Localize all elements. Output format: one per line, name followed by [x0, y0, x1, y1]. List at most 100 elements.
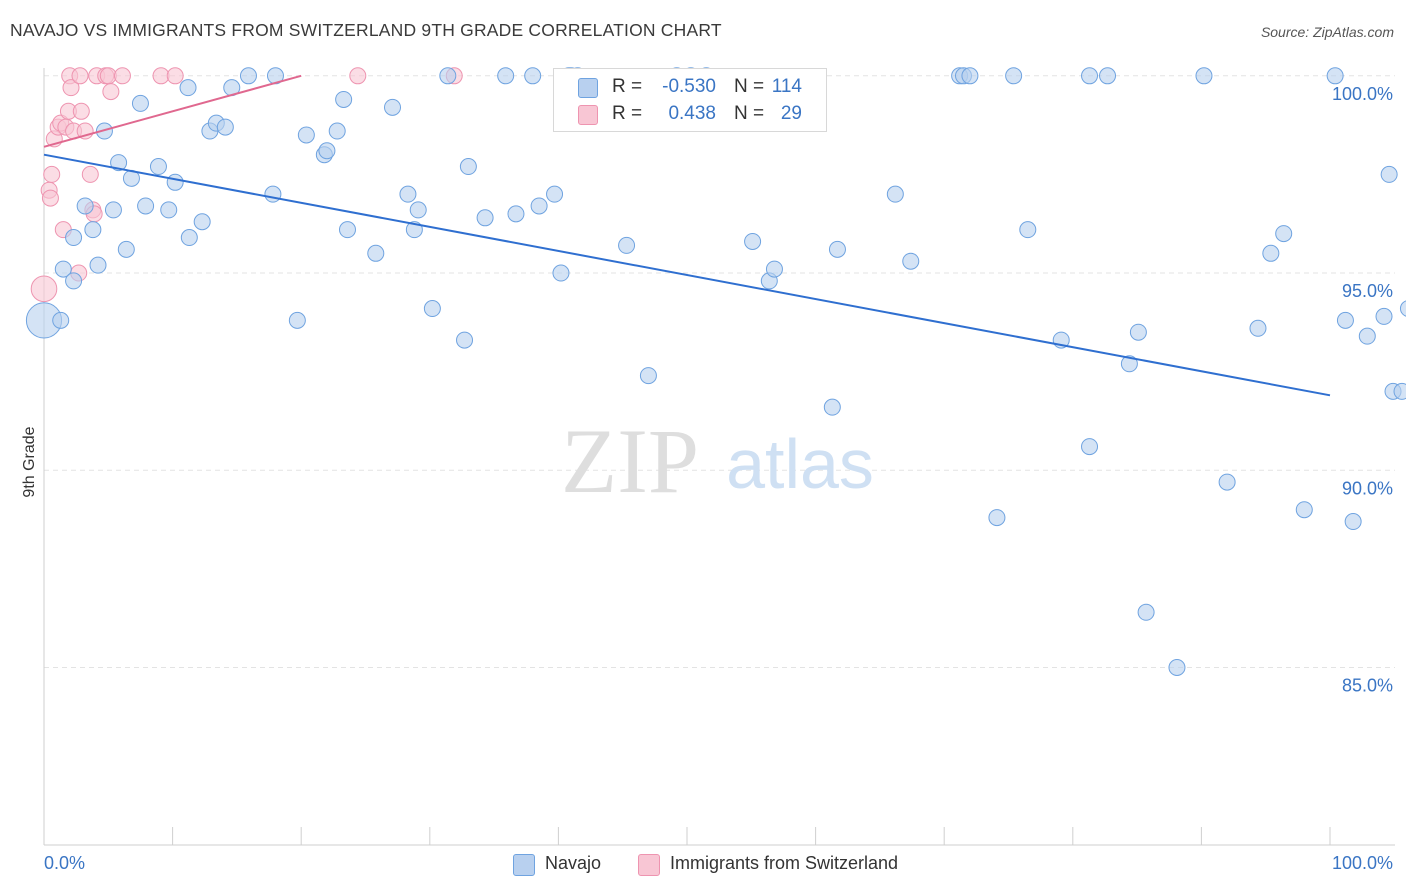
axes [43, 68, 1395, 846]
navajo-point [1019, 221, 1037, 239]
navajo-point [1399, 300, 1406, 317]
navajo-point [1120, 355, 1138, 373]
navajo-point [137, 197, 155, 215]
navajo-point [288, 311, 306, 329]
navajo-point [1344, 513, 1362, 531]
navajo-point [409, 201, 427, 219]
x-tick-label: 0.0% [44, 853, 85, 873]
navajo-point [439, 67, 457, 85]
swiss-point [62, 79, 80, 97]
navajo-point [546, 185, 564, 203]
swiss-point [166, 67, 184, 85]
swiss-point [81, 165, 99, 183]
y-tick-labels: 85.0% 90.0% 95.0% 100.0% [1332, 84, 1393, 696]
navajo-point [1358, 327, 1376, 345]
navajo-point [384, 98, 402, 116]
navajo-point [328, 122, 346, 140]
navajo-point [961, 67, 979, 85]
navajo-point [110, 154, 128, 172]
navajo-point [988, 509, 1006, 527]
navajo-point [1099, 67, 1117, 85]
legend-n-value: 114 [771, 76, 802, 97]
swiss-point [43, 165, 61, 183]
navajo-point [54, 260, 72, 278]
legend-r-label: R = [612, 103, 643, 124]
x-tick-label: 100.0% [1332, 853, 1393, 873]
navajo-point [367, 244, 385, 262]
navajo-point [1295, 501, 1313, 519]
legend-row-swiss: R = 0.438 N = 29 [554, 102, 826, 128]
grid-lines [44, 75, 1395, 668]
navajo-point [1326, 67, 1344, 85]
series-label-swiss: Immigrants from Switzerland [670, 853, 899, 873]
navajo-point [823, 398, 841, 416]
navajo-point [1005, 67, 1023, 85]
navajo-point [1081, 67, 1099, 85]
navajo-point [84, 221, 102, 239]
legend-r-label: R = [612, 76, 643, 97]
navajo-point [216, 118, 234, 136]
swiss-point [71, 67, 89, 85]
navajo-point [399, 185, 417, 203]
navajo-point [76, 197, 94, 215]
series-swatch-swiss [638, 854, 660, 876]
series-legend: Navajo Immigrants from Switzerland [0, 852, 1406, 878]
navajo-point [65, 229, 83, 247]
legend-row-navajo: R = -0.530 N = 114 [554, 75, 826, 101]
source-credit: Source: ZipAtlas.com [1260, 24, 1394, 40]
navajo-point [1137, 603, 1155, 621]
navajo-point [1249, 319, 1267, 337]
y-tick-label: 100.0% [1332, 84, 1393, 104]
navajo-point [1393, 382, 1406, 400]
navajo-point [160, 201, 178, 219]
navajo-point [552, 264, 570, 282]
navajo-point [530, 197, 548, 215]
navajo-point [1336, 311, 1354, 329]
navajo-point [1168, 658, 1186, 676]
x-tick-labels: 0.0% 100.0% [44, 853, 1393, 873]
swiss-point [102, 83, 120, 101]
swiss-trend-line [43, 74, 302, 148]
navajo-point [618, 236, 636, 254]
navajo-point [639, 367, 657, 385]
navajo-point [166, 173, 184, 191]
y-axis-label: 9th Grade [21, 426, 38, 498]
navajo-points [25, 67, 1406, 676]
swiss-point [99, 67, 117, 85]
navajo-point [507, 205, 525, 223]
swiss-point [30, 275, 58, 303]
legend-n-label: N = [734, 103, 765, 124]
navajo-point [193, 213, 211, 231]
legend-swatch-swiss [578, 105, 598, 125]
navajo-point [180, 229, 198, 247]
regression-lines [43, 74, 1331, 397]
series-swatch-navajo [513, 854, 535, 876]
navajo-point [65, 272, 83, 290]
series-label-navajo: Navajo [545, 853, 602, 873]
navajo-point [1380, 165, 1398, 183]
navajo-point [456, 331, 474, 349]
y-tick-label: 85.0% [1342, 675, 1393, 695]
navajo-point [902, 252, 920, 270]
navajo-point [459, 158, 477, 176]
navajo-point [117, 240, 135, 258]
navajo-point [765, 260, 783, 278]
navajo-point [335, 90, 353, 108]
navajo-point [89, 256, 107, 274]
navajo-point [1275, 225, 1293, 243]
navajo-point [524, 67, 542, 85]
navajo-point [1129, 323, 1147, 341]
swiss-points [30, 67, 463, 303]
navajo-trend-line [43, 153, 1331, 397]
navajo-point [179, 79, 197, 97]
navajo-point [131, 94, 149, 112]
watermark: ZIP atlas [561, 410, 874, 512]
navajo-point [149, 158, 167, 176]
navajo-point [828, 240, 846, 258]
navajo-point [497, 67, 515, 85]
y-tick-label: 90.0% [1342, 478, 1393, 498]
navajo-point [886, 185, 904, 203]
swiss-point [113, 67, 131, 85]
navajo-point [476, 209, 494, 227]
navajo-point [297, 126, 315, 144]
